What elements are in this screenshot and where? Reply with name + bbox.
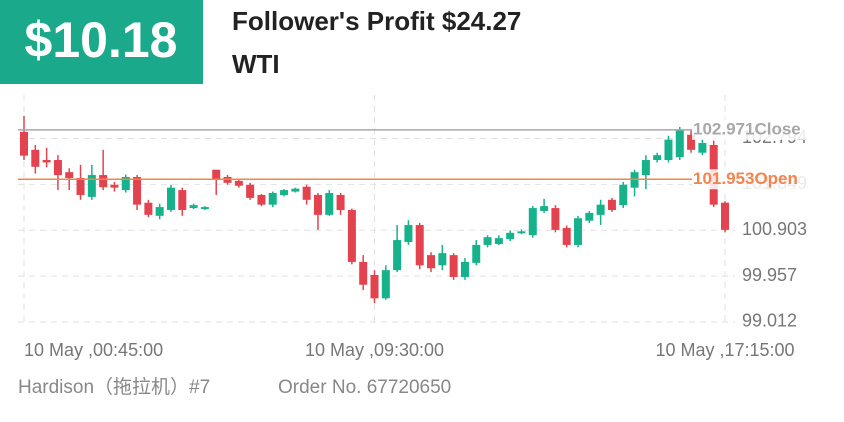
candle-body bbox=[325, 193, 334, 215]
candle-body bbox=[596, 204, 605, 215]
candle-body bbox=[53, 160, 62, 176]
candle-body bbox=[664, 139, 673, 161]
candle-body bbox=[31, 149, 40, 167]
candle-body bbox=[675, 129, 684, 158]
candle-body bbox=[472, 244, 481, 263]
candle-body bbox=[166, 187, 175, 210]
candle-body bbox=[155, 207, 164, 216]
candle-body bbox=[698, 143, 707, 153]
y-tick-label: 100.903 bbox=[742, 219, 807, 239]
candle-body bbox=[336, 194, 345, 210]
trader: Hardison（拖拉机）#7 bbox=[18, 376, 210, 398]
candle-body bbox=[381, 270, 390, 299]
candle-body bbox=[234, 180, 243, 186]
y-tick-label: 99.012 bbox=[742, 311, 797, 331]
candle-body bbox=[313, 194, 322, 215]
candle-body bbox=[393, 240, 402, 271]
candle-body bbox=[110, 184, 119, 188]
order-number: Order No. 67720650 bbox=[278, 377, 451, 398]
candle-body bbox=[551, 208, 560, 230]
candle-body bbox=[291, 188, 300, 192]
candle-body bbox=[540, 206, 549, 211]
candle-body bbox=[494, 238, 503, 244]
y-tick-label: 99.957 bbox=[742, 265, 797, 285]
candle-body bbox=[20, 131, 28, 156]
candle-body bbox=[65, 172, 74, 178]
candle-body bbox=[427, 255, 436, 269]
candle-body bbox=[189, 205, 198, 209]
reference-label: 101.953Open bbox=[693, 169, 798, 188]
x-tick-label: 10 May ,09:30:00 bbox=[305, 340, 444, 360]
x-tick-label: 10 May ,17:15:00 bbox=[655, 340, 794, 360]
candle-body bbox=[200, 207, 209, 210]
badge bbox=[0, 0, 203, 84]
candle-body bbox=[280, 190, 289, 195]
candle-body bbox=[87, 175, 96, 197]
candle-body bbox=[302, 186, 311, 200]
candle-body bbox=[438, 253, 447, 266]
title: Follower's Profit $24.27 bbox=[232, 6, 521, 36]
candle-body bbox=[347, 210, 356, 262]
candle-body bbox=[144, 202, 153, 215]
candle-body bbox=[404, 225, 413, 243]
reference-label-bg bbox=[692, 169, 816, 190]
candle-body bbox=[359, 261, 368, 285]
reference-label-bg bbox=[692, 119, 816, 140]
x-tick-label: 10 May ,00:45:00 bbox=[24, 340, 163, 360]
candle-body bbox=[574, 218, 583, 245]
candle-body bbox=[246, 184, 255, 198]
candle-body bbox=[257, 194, 266, 205]
candle-body bbox=[212, 169, 221, 180]
candle-body bbox=[721, 202, 729, 230]
badge-value: $10.18 bbox=[25, 12, 178, 68]
candle-body bbox=[460, 261, 469, 277]
candle-body bbox=[42, 160, 51, 163]
candle-body bbox=[585, 212, 594, 221]
candle-body bbox=[99, 175, 108, 188]
candle-body bbox=[528, 208, 537, 236]
candle-body bbox=[415, 225, 424, 266]
candle-body bbox=[517, 231, 526, 234]
candle-body bbox=[268, 193, 277, 205]
candle-body bbox=[653, 155, 662, 161]
candle-body bbox=[121, 177, 130, 191]
candle-body bbox=[619, 184, 628, 206]
candle-body bbox=[370, 275, 379, 299]
candle-body bbox=[607, 199, 616, 210]
candle-body bbox=[76, 177, 85, 195]
candle-body bbox=[687, 134, 696, 150]
candle-body bbox=[506, 232, 515, 240]
candle-body bbox=[449, 255, 458, 277]
reference-label: 102.971Close bbox=[693, 119, 801, 138]
candle-body bbox=[133, 177, 142, 205]
candle-body bbox=[178, 190, 187, 210]
candle-body bbox=[483, 237, 492, 245]
candle-body bbox=[562, 227, 571, 245]
symbol: WTI bbox=[232, 49, 280, 79]
candle-body bbox=[641, 160, 650, 176]
